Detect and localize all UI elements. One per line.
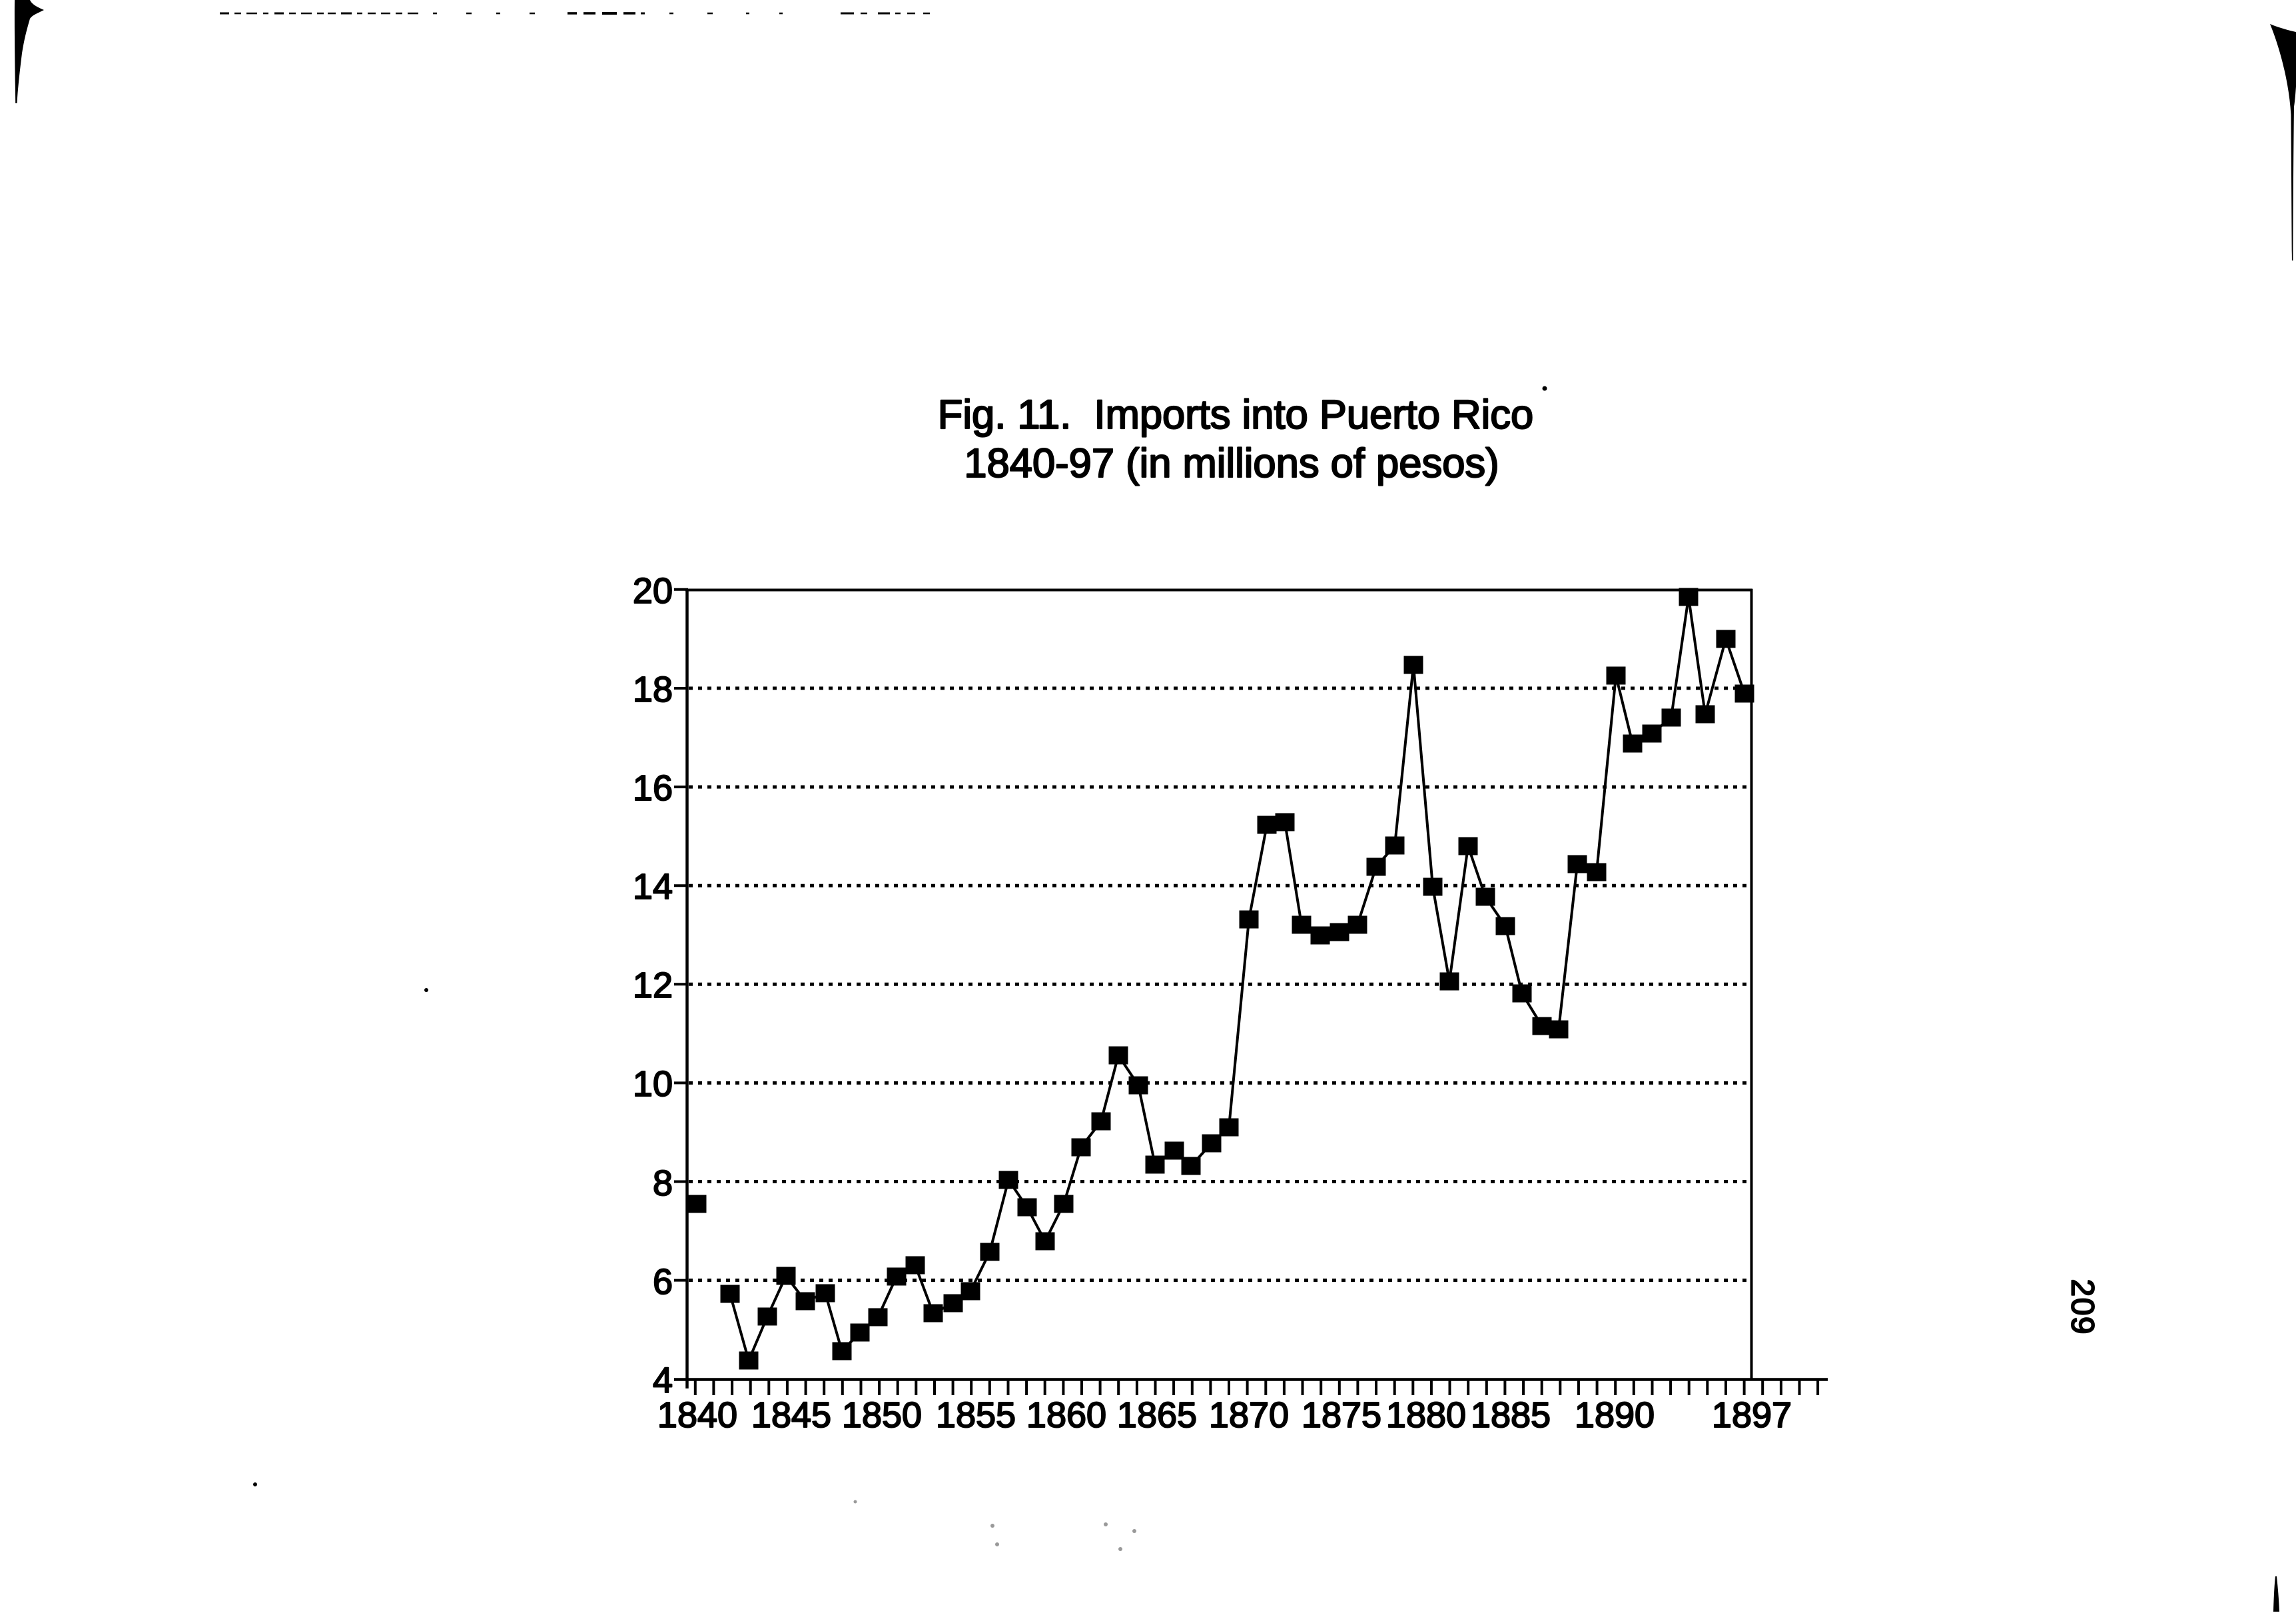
svg-text:1885: 1885 xyxy=(1471,1395,1551,1435)
svg-text:Fig. 11. Imports into Puerto: Fig. 11. Imports into Puerto Rico xyxy=(938,392,1533,438)
svg-text:6: 6 xyxy=(653,1262,673,1302)
svg-text:10: 10 xyxy=(633,1064,673,1104)
svg-text:1840-97 (in millions of pesos): 1840-97 (in millions of pesos) xyxy=(964,440,1499,486)
svg-text:8: 8 xyxy=(653,1163,673,1203)
svg-text:14: 14 xyxy=(633,867,673,907)
svg-text:1880: 1880 xyxy=(1386,1395,1466,1435)
svg-text:4: 4 xyxy=(653,1360,673,1400)
svg-text:1860: 1860 xyxy=(1026,1395,1106,1435)
svg-text:20: 20 xyxy=(633,571,673,611)
svg-text:18: 18 xyxy=(633,670,673,710)
svg-text:16: 16 xyxy=(633,768,673,808)
svg-text:1850: 1850 xyxy=(842,1395,922,1435)
svg-text:1855: 1855 xyxy=(936,1395,1016,1435)
svg-text:1840: 1840 xyxy=(657,1395,737,1435)
svg-text:1870: 1870 xyxy=(1209,1395,1289,1435)
svg-text:1845: 1845 xyxy=(751,1395,831,1435)
svg-text:209: 209 xyxy=(2065,1279,2100,1336)
svg-text:1897: 1897 xyxy=(1712,1395,1792,1435)
svg-text:1865: 1865 xyxy=(1117,1395,1197,1435)
svg-text:1890: 1890 xyxy=(1575,1395,1655,1435)
svg-text:12: 12 xyxy=(633,965,673,1005)
svg-text:1875: 1875 xyxy=(1302,1395,1381,1435)
